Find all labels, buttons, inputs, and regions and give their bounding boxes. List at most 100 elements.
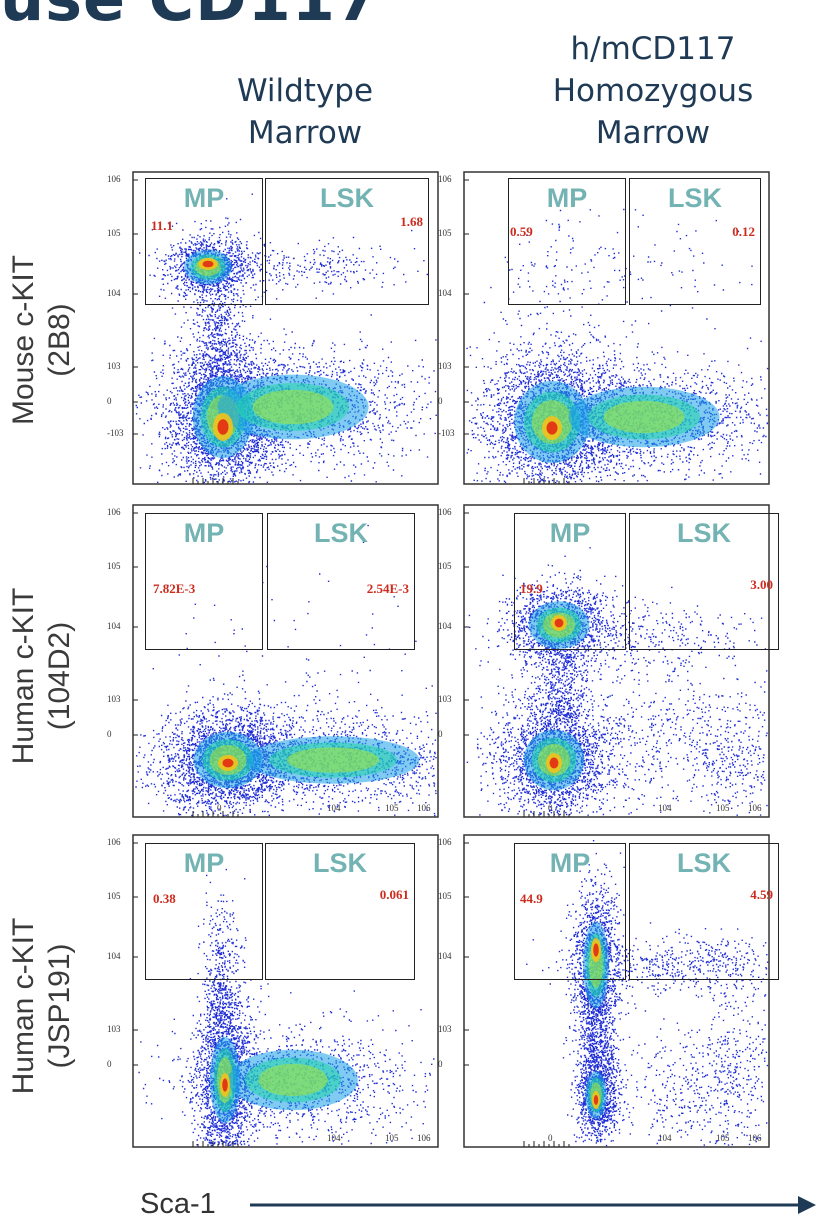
lsk-gate-label: LSK xyxy=(314,518,368,548)
flow-plot-panel: 106 105 104 103 0 -103 MP 11.1 LSK 1.68 xyxy=(107,171,443,487)
row-label-line: (2B8) xyxy=(43,303,76,377)
x-tick-label: 0 xyxy=(217,803,222,813)
density-plot xyxy=(463,171,770,485)
row-label-mouse-ckit: Mouse c-KIT (2B8) xyxy=(6,190,86,490)
column-header-homozygous: h/mCD117 Homozygous Marrow xyxy=(518,28,788,154)
flow-plot-panel: 106 105 104 103 0 0 104 105 106 MP 7.82E-3 LSK 2.54E… xyxy=(107,504,443,820)
column-header-line: h/mCD117 xyxy=(570,31,736,67)
y-tick-label: 104 xyxy=(438,951,452,961)
lsk-frequency: 1.68 xyxy=(400,214,423,229)
mp-gate-label: MP xyxy=(549,518,591,548)
y-tick-label: 105 xyxy=(107,228,121,238)
mp-frequency: 0.38 xyxy=(153,891,176,906)
density-contour xyxy=(603,400,685,434)
density-hotspot xyxy=(217,419,229,435)
mp-gate-label: MP xyxy=(183,848,225,878)
y-tick-label: 103 xyxy=(107,1024,121,1034)
density-plot xyxy=(132,504,439,818)
column-header-line: Marrow xyxy=(247,115,363,151)
y-tick-label: 103 xyxy=(438,361,452,371)
y-tick-label: 106 xyxy=(107,837,121,847)
mp-gate: MP xyxy=(145,178,263,305)
lsk-gate: LSK xyxy=(267,513,415,650)
row-label-line: Human c-KIT xyxy=(7,917,40,1095)
column-header-line: Wildtype xyxy=(236,73,374,109)
lsk-frequency: 0.12 xyxy=(732,224,755,239)
column-header-line: Marrow xyxy=(595,115,711,151)
x-axis-arrow xyxy=(250,1196,816,1214)
flow-plot-panel: 106 105 104 103 0 0 104 105 106 MP 44.9 LSK 4.59 xyxy=(438,834,779,1150)
row-label-line: Mouse c-KIT xyxy=(7,254,40,426)
y-tick-label: 0 xyxy=(438,1059,443,1069)
density-hotspot xyxy=(554,618,564,628)
mp-frequency: 44.9 xyxy=(520,891,543,906)
y-tick-label: 104 xyxy=(107,621,121,631)
plot-frame xyxy=(463,504,770,818)
mp-gate-label: MP xyxy=(546,183,588,213)
y-tick-label: 0 xyxy=(107,729,112,739)
row-label-line: (JSP191) xyxy=(43,943,76,1069)
flow-plot-panel: 106 105 104 103 0 104 105 106 MP 0.38 LSK 0.061 xyxy=(107,834,443,1150)
density-plot xyxy=(463,834,770,1148)
row-label-human-ckit-104d2: Human c-KIT (104D2) xyxy=(6,526,86,826)
y-tick-label: 103 xyxy=(438,1024,452,1034)
y-tick-label: 104 xyxy=(107,288,121,298)
row-label-human-ckit-jsp191: Human c-KIT (JSP191) xyxy=(6,856,86,1156)
x-tick-label: 0 xyxy=(548,803,553,813)
x-tick-label: 106 xyxy=(748,803,762,813)
lsk-gate-label: LSK xyxy=(668,183,722,213)
mp-gate-label: MP xyxy=(183,518,225,548)
y-tick-label: -103 xyxy=(107,428,124,438)
lsk-gate-label: LSK xyxy=(677,518,731,548)
y-tick-label: 106 xyxy=(438,507,452,517)
x-tick-label: 105 xyxy=(716,803,730,813)
y-tick-label: 0 xyxy=(107,1059,112,1069)
lsk-frequency: 3.00 xyxy=(750,577,773,592)
y-tick-label: 104 xyxy=(438,621,452,631)
mp-frequency: 0.59 xyxy=(510,224,533,239)
density-hotspot xyxy=(549,757,559,769)
mp-gate: MP xyxy=(145,843,263,980)
lsk-gate: LSK xyxy=(265,178,429,305)
mp-frequency: 19.9 xyxy=(520,581,543,596)
lsk-frequency: 0.061 xyxy=(379,887,409,902)
x-tick-label: 105 xyxy=(385,1133,399,1143)
y-tick-label: 106 xyxy=(438,837,452,847)
y-tick-label: 105 xyxy=(438,891,452,901)
mp-frequency: 11.1 xyxy=(151,218,174,233)
lsk-gate-label: LSK xyxy=(320,183,374,213)
mp-frequency: 7.82E-3 xyxy=(153,581,196,596)
density-hotspot xyxy=(222,1078,228,1092)
mp-gate: MP xyxy=(514,513,626,650)
plot-frame xyxy=(132,834,439,1148)
density-contour xyxy=(258,1063,328,1097)
density-hotspot xyxy=(593,943,599,957)
lsk-gate: LSK xyxy=(265,843,415,980)
flow-plot-panel: 106 105 104 103 0 0 104 105 106 MP 19.9 LSK 3.00 xyxy=(438,504,779,820)
plot-frame xyxy=(463,834,770,1148)
mp-gate: MP xyxy=(514,843,626,980)
y-tick-label: 104 xyxy=(107,951,121,961)
density-contour xyxy=(252,389,334,425)
flow-plot-panel: 106 105 104 103 0 -103 MP 0.59 LSK 0.12 xyxy=(438,171,774,487)
x-axis-label: Sca-1 xyxy=(140,1188,216,1220)
x-tick-label: 105 xyxy=(716,1133,730,1143)
plot-frame xyxy=(132,171,439,485)
y-tick-label: 105 xyxy=(438,561,452,571)
y-tick-label: 103 xyxy=(107,361,121,371)
column-header-wildtype: Wildtype Marrow xyxy=(170,70,440,154)
density-hotspot xyxy=(202,260,214,268)
x-tick-label: 104 xyxy=(658,1133,672,1143)
lsk-gate: LSK xyxy=(629,513,779,650)
x-tick-label: 0 xyxy=(548,1133,553,1143)
y-tick-label: -103 xyxy=(438,428,455,438)
lsk-frequency: 4.59 xyxy=(750,887,773,902)
mp-gate: MP xyxy=(145,513,263,650)
density-plot xyxy=(463,504,770,818)
y-tick-label: 105 xyxy=(438,228,452,238)
lsk-gate: LSK xyxy=(629,178,761,305)
density-plot xyxy=(132,834,439,1148)
lsk-gate: LSK xyxy=(629,843,779,980)
column-header-line: Homozygous xyxy=(552,73,754,109)
lsk-gate-label: LSK xyxy=(677,848,731,878)
